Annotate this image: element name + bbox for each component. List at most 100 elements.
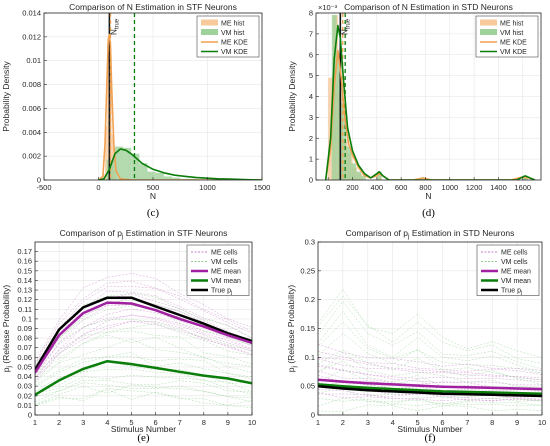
y-tick-label: 0.1 [22,314,32,323]
legend-item: ME KDE [480,40,527,47]
kde-me-kde [97,33,262,180]
ticks: 1 2 3 4 5 6 7 8 9 10 0 0.05 0.1 0.15 0.2 0.25 0.3 [300,238,546,428]
legend-label: ME KDE [221,40,248,47]
x-tick-label: 1400 [490,183,507,192]
cell-trace [35,338,252,384]
legend: ME cells VM cells ME mean VM mean True pj [476,244,540,296]
x-tick-label: 1200 [466,183,483,192]
cell-trace [35,321,252,383]
x-axis-label: N [425,191,431,201]
y-tick-label: 0.15 [300,324,315,333]
hist-bar [147,171,156,180]
y-axis-label: Probability Density [287,61,297,132]
x-tick-label: -500 [36,183,51,192]
legend-label: VM cells [501,259,528,266]
cell-trace [35,382,252,403]
cell-trace [35,305,252,364]
cell-trace [35,384,252,405]
y-tick-label: 0.05 [300,382,315,391]
legend-label: ME mean [501,269,531,276]
legend-label: VM KDE [500,49,527,56]
chart-title: Comparison of pj Estimation in STF Neuro… [60,228,228,240]
y-tick-label: 0 [311,411,315,420]
cell-trace [35,374,252,395]
y-tick-label: 0.004 [22,128,41,137]
hist-bar [420,177,426,180]
x-tick-label: 2 [341,418,345,427]
y-tick-label: 6 [309,50,313,59]
legend-swatch [201,19,218,26]
x-tick-label: 1 [33,418,37,427]
cell-trace [35,352,252,386]
cell-trace [318,321,542,374]
legend-item: VM hist [201,29,244,37]
y-tick-label: 0.16 [17,257,32,266]
x-tick-label: 1000 [199,183,216,192]
x-axis-label: N [150,191,156,201]
legend-label: VM mean [501,278,531,285]
x-tick-label: 7 [465,418,469,427]
y-tick-label: 0.17 [17,247,32,256]
cell-trace [35,368,252,394]
legend-item: VM KDE [480,49,527,56]
cell-trace [318,364,542,382]
x-tick-label: 6 [153,418,157,427]
y-tick-label: 0.07 [17,343,32,352]
y-tick-label: 0.13 [17,286,32,295]
cell-trace [35,280,252,364]
legend-item: ME KDE [201,40,248,47]
legend-label: VM cells [211,259,238,266]
y-tick-label: 0.1 [305,353,315,362]
cell-trace [318,393,542,402]
y-tick-label: 0.2 [305,295,315,304]
x-tick-label: 8 [490,418,494,427]
cell-trace [318,352,542,389]
panel-label: (f) [425,432,436,444]
hist-bar [114,146,124,180]
cell-trace [318,379,542,392]
y-axis-label: pj (Release Probability) [286,285,298,373]
panel-label: (e) [137,432,150,444]
cell-trace [318,357,542,378]
plot-content [35,273,252,408]
x-tick-label: 10 [248,418,256,427]
legend-item: VM cells [191,259,238,266]
hist-bar [105,126,108,180]
legend-label: ME mean [211,269,241,276]
hist-bar [123,147,132,180]
cell-trace [318,392,542,402]
cell-traces [35,273,252,383]
hist-bar [341,102,347,180]
hist-bar [109,54,112,180]
y-axis-label: Probability Density [1,61,11,132]
hist-bar [111,134,114,180]
x-tick-label: 1 [316,418,320,427]
cell-trace [35,356,252,388]
hist-bar [102,174,106,180]
cell-trace [318,397,542,407]
x-tick-label: 0 [326,183,330,192]
true-n-label: Ntrue [109,18,120,35]
y-tick-label: 0.3 [305,238,315,247]
legend-item: ME mean [191,269,241,276]
legend-item: True pj [191,288,232,296]
x-tick-label: 7 [178,418,182,427]
y-tick-label: 0 [37,176,41,185]
y-tick-label: 0.05 [17,362,32,371]
x-tick-label: 600 [395,183,408,192]
x-axis-label: Stimulus Number [111,424,176,434]
x-tick-label: 9 [226,418,230,427]
legend-item: True pj [481,288,522,296]
series-vm-mean [35,359,252,396]
legend-label: ME cells [501,250,528,257]
y-tick-label: 0.09 [17,324,32,333]
x-tick-label: 3 [366,418,370,427]
x-tick-label: 8 [202,418,206,427]
x-tick-label: 10 [538,418,546,427]
hist-bar [163,176,173,180]
cell-trace [35,315,252,379]
plot-content [97,13,262,180]
y-tick-label: 0.08 [17,334,32,343]
x-tick-label: 5 [129,418,133,427]
